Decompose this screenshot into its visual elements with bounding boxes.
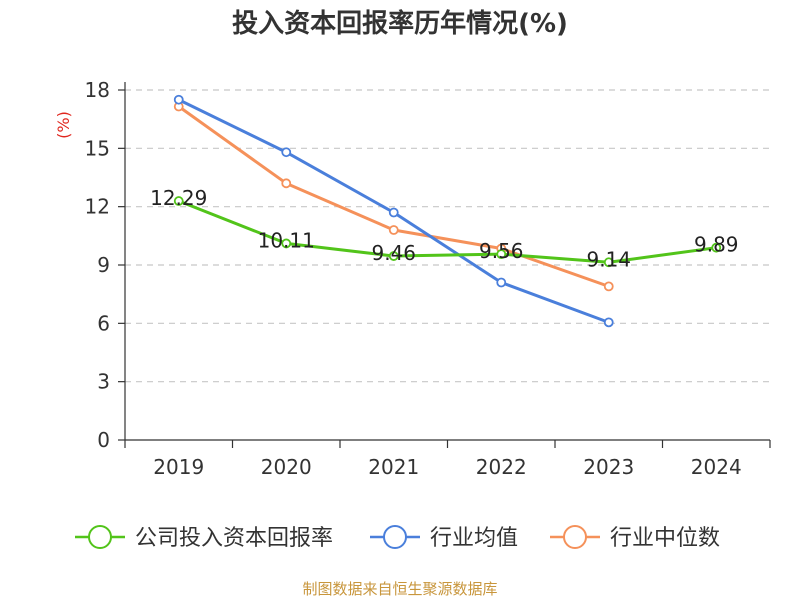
legend-marker-icon [563, 525, 587, 549]
x-tick-label-2022: 2022 [476, 455, 527, 479]
y-tick-label-15: 15 [85, 136, 110, 160]
legend-marker-icon [383, 525, 407, 549]
data-point-公司投入资本回报率-2020 [281, 238, 292, 249]
x-tick-label-2020: 2020 [261, 455, 312, 479]
x-tick-label-2023: 2023 [583, 455, 634, 479]
data-point-行业中位数-2021 [388, 225, 399, 235]
x-tick-label-2024: 2024 [691, 455, 742, 479]
data-point-行业均值-2019 [173, 94, 184, 105]
data-point-公司投入资本回报率-2022 [496, 249, 507, 260]
data-point-行业均值-2020 [281, 147, 292, 158]
grid-lines [125, 89, 770, 383]
data-label-2022: 9.56 [479, 239, 524, 263]
legend-item-行业中位数: 行业中位数 [550, 525, 720, 551]
legend-label: 行业中位数 [610, 526, 720, 551]
series-line-公司投入资本回报率 [177, 199, 718, 264]
series-lines [173, 94, 722, 328]
data-point-公司投入资本回报率-2024 [711, 242, 722, 253]
x-tick-label-2019: 2019 [153, 455, 204, 479]
data-label-2020: 10.11 [258, 228, 315, 252]
legend-item-公司投入资本回报率: 公司投入资本回报率 [75, 525, 333, 551]
y-tick-label-9: 9 [97, 253, 110, 277]
legend-item-行业均值: 行业均值 [370, 525, 518, 551]
data-point-行业均值-2022 [496, 277, 507, 288]
legend-label: 行业均值 [430, 526, 518, 551]
y-axis-ticks: 0 3 6 9 12 15 18 [85, 78, 125, 452]
data-point-行业均值-2023 [603, 317, 614, 328]
data-point-公司投入资本回报率-2023 [603, 257, 614, 268]
data-label-2021: 9.46 [371, 241, 416, 265]
chart-title: 投入资本回报率历年情况(%) [232, 8, 568, 39]
source-note: 制图数据来自恒生聚源数据库 [302, 580, 497, 598]
y-tick-label-3: 3 [97, 370, 110, 394]
data-point-行业中位数-2020 [281, 178, 292, 189]
data-label-2019: 12.29 [150, 186, 207, 210]
x-tick-label-2021: 2021 [368, 455, 419, 479]
data-point-行业中位数-2023 [603, 281, 614, 292]
x-axis-ticks: 2019 2020 2021 2022 2023 2024 [124, 440, 771, 479]
y-tick-label-6: 6 [97, 311, 110, 335]
y-tick-label-12: 12 [85, 195, 110, 219]
legend-label: 公司投入资本回报率 [135, 526, 333, 551]
legend: 公司投入资本回报率 行业均值 行业中位数 [75, 525, 720, 551]
y-tick-label-0: 0 [97, 428, 110, 452]
data-label-2024: 9.89 [694, 233, 739, 257]
data-point-公司投入资本回报率-2021 [388, 251, 399, 261]
legend-marker-icon [88, 525, 112, 549]
data-label-2023: 9.14 [586, 247, 631, 271]
data-point-公司投入资本回报率-2019 [173, 196, 184, 206]
y-axis-unit: (%) [54, 111, 73, 139]
data-labels: 12.29 10.11 9.46 9.56 9.14 9.89 [150, 186, 738, 271]
data-point-行业均值-2021 [388, 207, 399, 218]
y-tick-label-18: 18 [85, 78, 110, 102]
